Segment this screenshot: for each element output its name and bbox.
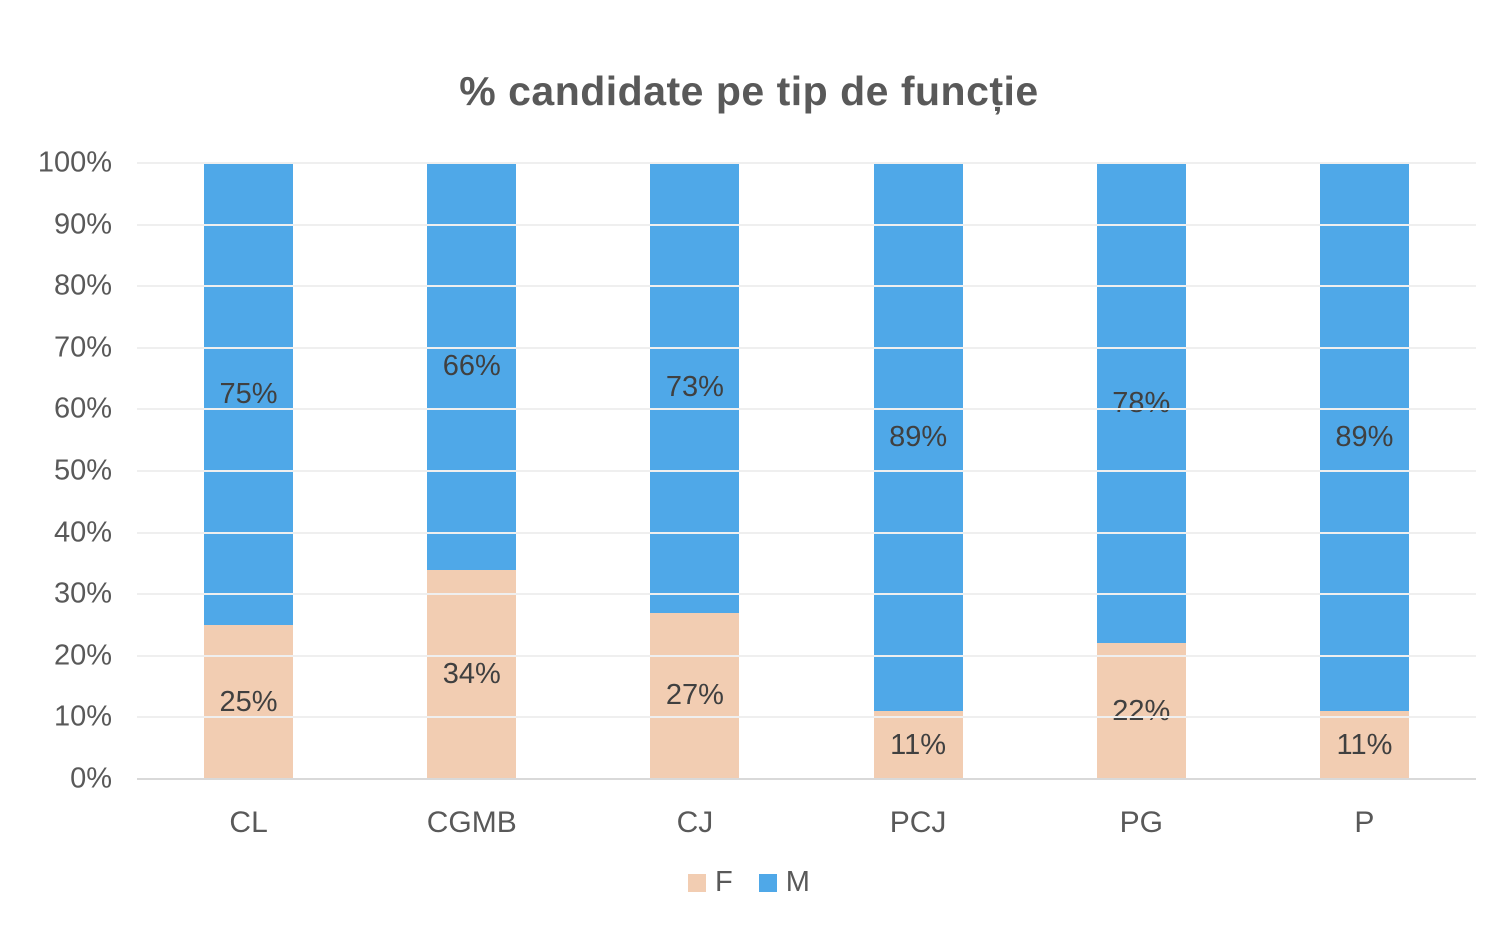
- bar-cj: 73% 27%: [650, 163, 740, 779]
- data-label-f-cj: 27%: [665, 679, 724, 712]
- legend-item-m: M: [758, 866, 810, 898]
- bar-segment-m-cgmb: 66%: [427, 163, 517, 570]
- bar-cl: 75% 25%: [204, 163, 294, 779]
- data-label-m-cgmb: 66%: [442, 349, 501, 382]
- x-tick-label-p: P: [1354, 806, 1375, 839]
- y-tick-label-70%: 70%: [53, 331, 112, 364]
- bar-slot-cl: 75% 25%: [137, 163, 360, 779]
- legend-label-m: M: [785, 866, 810, 898]
- bar-segment-f-pg: 22%: [1096, 643, 1186, 779]
- bar-slot-cgmb: 66% 34%: [360, 163, 583, 779]
- data-label-f-cl: 25%: [219, 685, 278, 718]
- bar-slot-cj: 73% 27%: [583, 163, 806, 779]
- legend-swatch-m: [758, 873, 777, 892]
- bar-segment-f-cgmb: 34%: [427, 569, 517, 779]
- gridline-0%: [137, 778, 1476, 780]
- bar-slot-pg: 78% 22%: [1030, 163, 1253, 779]
- gridline-20%: [137, 654, 1476, 657]
- legend-swatch-f: [688, 873, 707, 892]
- gridline-60%: [137, 408, 1476, 411]
- y-tick-label-10%: 10%: [53, 700, 112, 733]
- data-label-f-cgmb: 34%: [442, 657, 501, 690]
- y-tick-label-50%: 50%: [53, 454, 112, 487]
- bar-segment-m-pg: 78%: [1096, 163, 1186, 644]
- bar-segment-f-cl: 25%: [204, 625, 294, 779]
- data-label-f-pg: 22%: [1112, 694, 1171, 727]
- x-tick-label-cj: CJ: [676, 806, 714, 839]
- gridline-50%: [137, 470, 1476, 472]
- data-label-m-cj: 73%: [665, 371, 724, 404]
- bar-segment-m-cj: 73%: [650, 163, 740, 613]
- bar-segment-m-p: 89%: [1319, 163, 1409, 712]
- gridline-30%: [137, 593, 1476, 596]
- data-label-m-cl: 75%: [219, 377, 278, 410]
- gridline-80%: [137, 285, 1476, 288]
- y-tick-label-80%: 80%: [53, 269, 112, 302]
- y-tick-label-90%: 90%: [53, 208, 112, 241]
- y-tick-label-40%: 40%: [53, 516, 112, 549]
- y-tick-label-0%: 0%: [70, 762, 112, 795]
- bar-pcj: 89% 11%: [873, 163, 963, 779]
- bar-p: 89% 11%: [1319, 163, 1409, 779]
- y-tick-label-20%: 20%: [53, 639, 112, 672]
- data-label-m-p: 89%: [1335, 420, 1394, 453]
- y-tick-label-60%: 60%: [53, 392, 112, 425]
- x-tick-label-pg: PG: [1119, 806, 1163, 839]
- bar-segment-m-cl: 75%: [204, 163, 294, 625]
- bar-segment-f-p: 11%: [1319, 711, 1409, 779]
- x-tick-label-pcj: PCJ: [889, 806, 947, 839]
- gridline-40%: [137, 531, 1476, 534]
- bars-row: 75% 25% 66% 34% 73% 27% 89% 11% 78% 22% 89% 11%: [137, 163, 1476, 779]
- bar-segment-f-cj: 27%: [650, 612, 740, 779]
- data-label-m-pcj: 89%: [889, 420, 948, 453]
- y-tick-label-30%: 30%: [53, 577, 112, 610]
- bar-segment-f-pcj: 11%: [873, 711, 963, 779]
- gridline-10%: [137, 716, 1476, 719]
- x-tick-label-cgmb: CGMB: [426, 806, 517, 839]
- bar-slot-pcj: 89% 11%: [807, 163, 1030, 779]
- gridline-90%: [137, 223, 1476, 226]
- bar-segment-m-pcj: 89%: [873, 163, 963, 712]
- data-label-f-pcj: 11%: [890, 728, 947, 761]
- bar-slot-p: 89% 11%: [1253, 163, 1476, 779]
- chart-title: % candidate pe tip de funcție: [459, 68, 1039, 114]
- gridline-70%: [137, 346, 1476, 349]
- y-tick-label-100%: 100%: [37, 146, 112, 179]
- data-label-m-pg: 78%: [1112, 386, 1171, 419]
- x-tick-label-cl: CL: [229, 806, 268, 839]
- gridline-100%: [137, 162, 1476, 164]
- bar-cgmb: 66% 34%: [427, 163, 517, 779]
- bar-pg: 78% 22%: [1096, 163, 1186, 779]
- legend-label-f: F: [715, 866, 733, 898]
- legend-item-f: F: [688, 868, 733, 897]
- data-label-f-p: 11%: [1336, 728, 1393, 761]
- plot-area: 75% 25% 66% 34% 73% 27% 89% 11% 78% 22% 89% 11%: [137, 162, 1476, 780]
